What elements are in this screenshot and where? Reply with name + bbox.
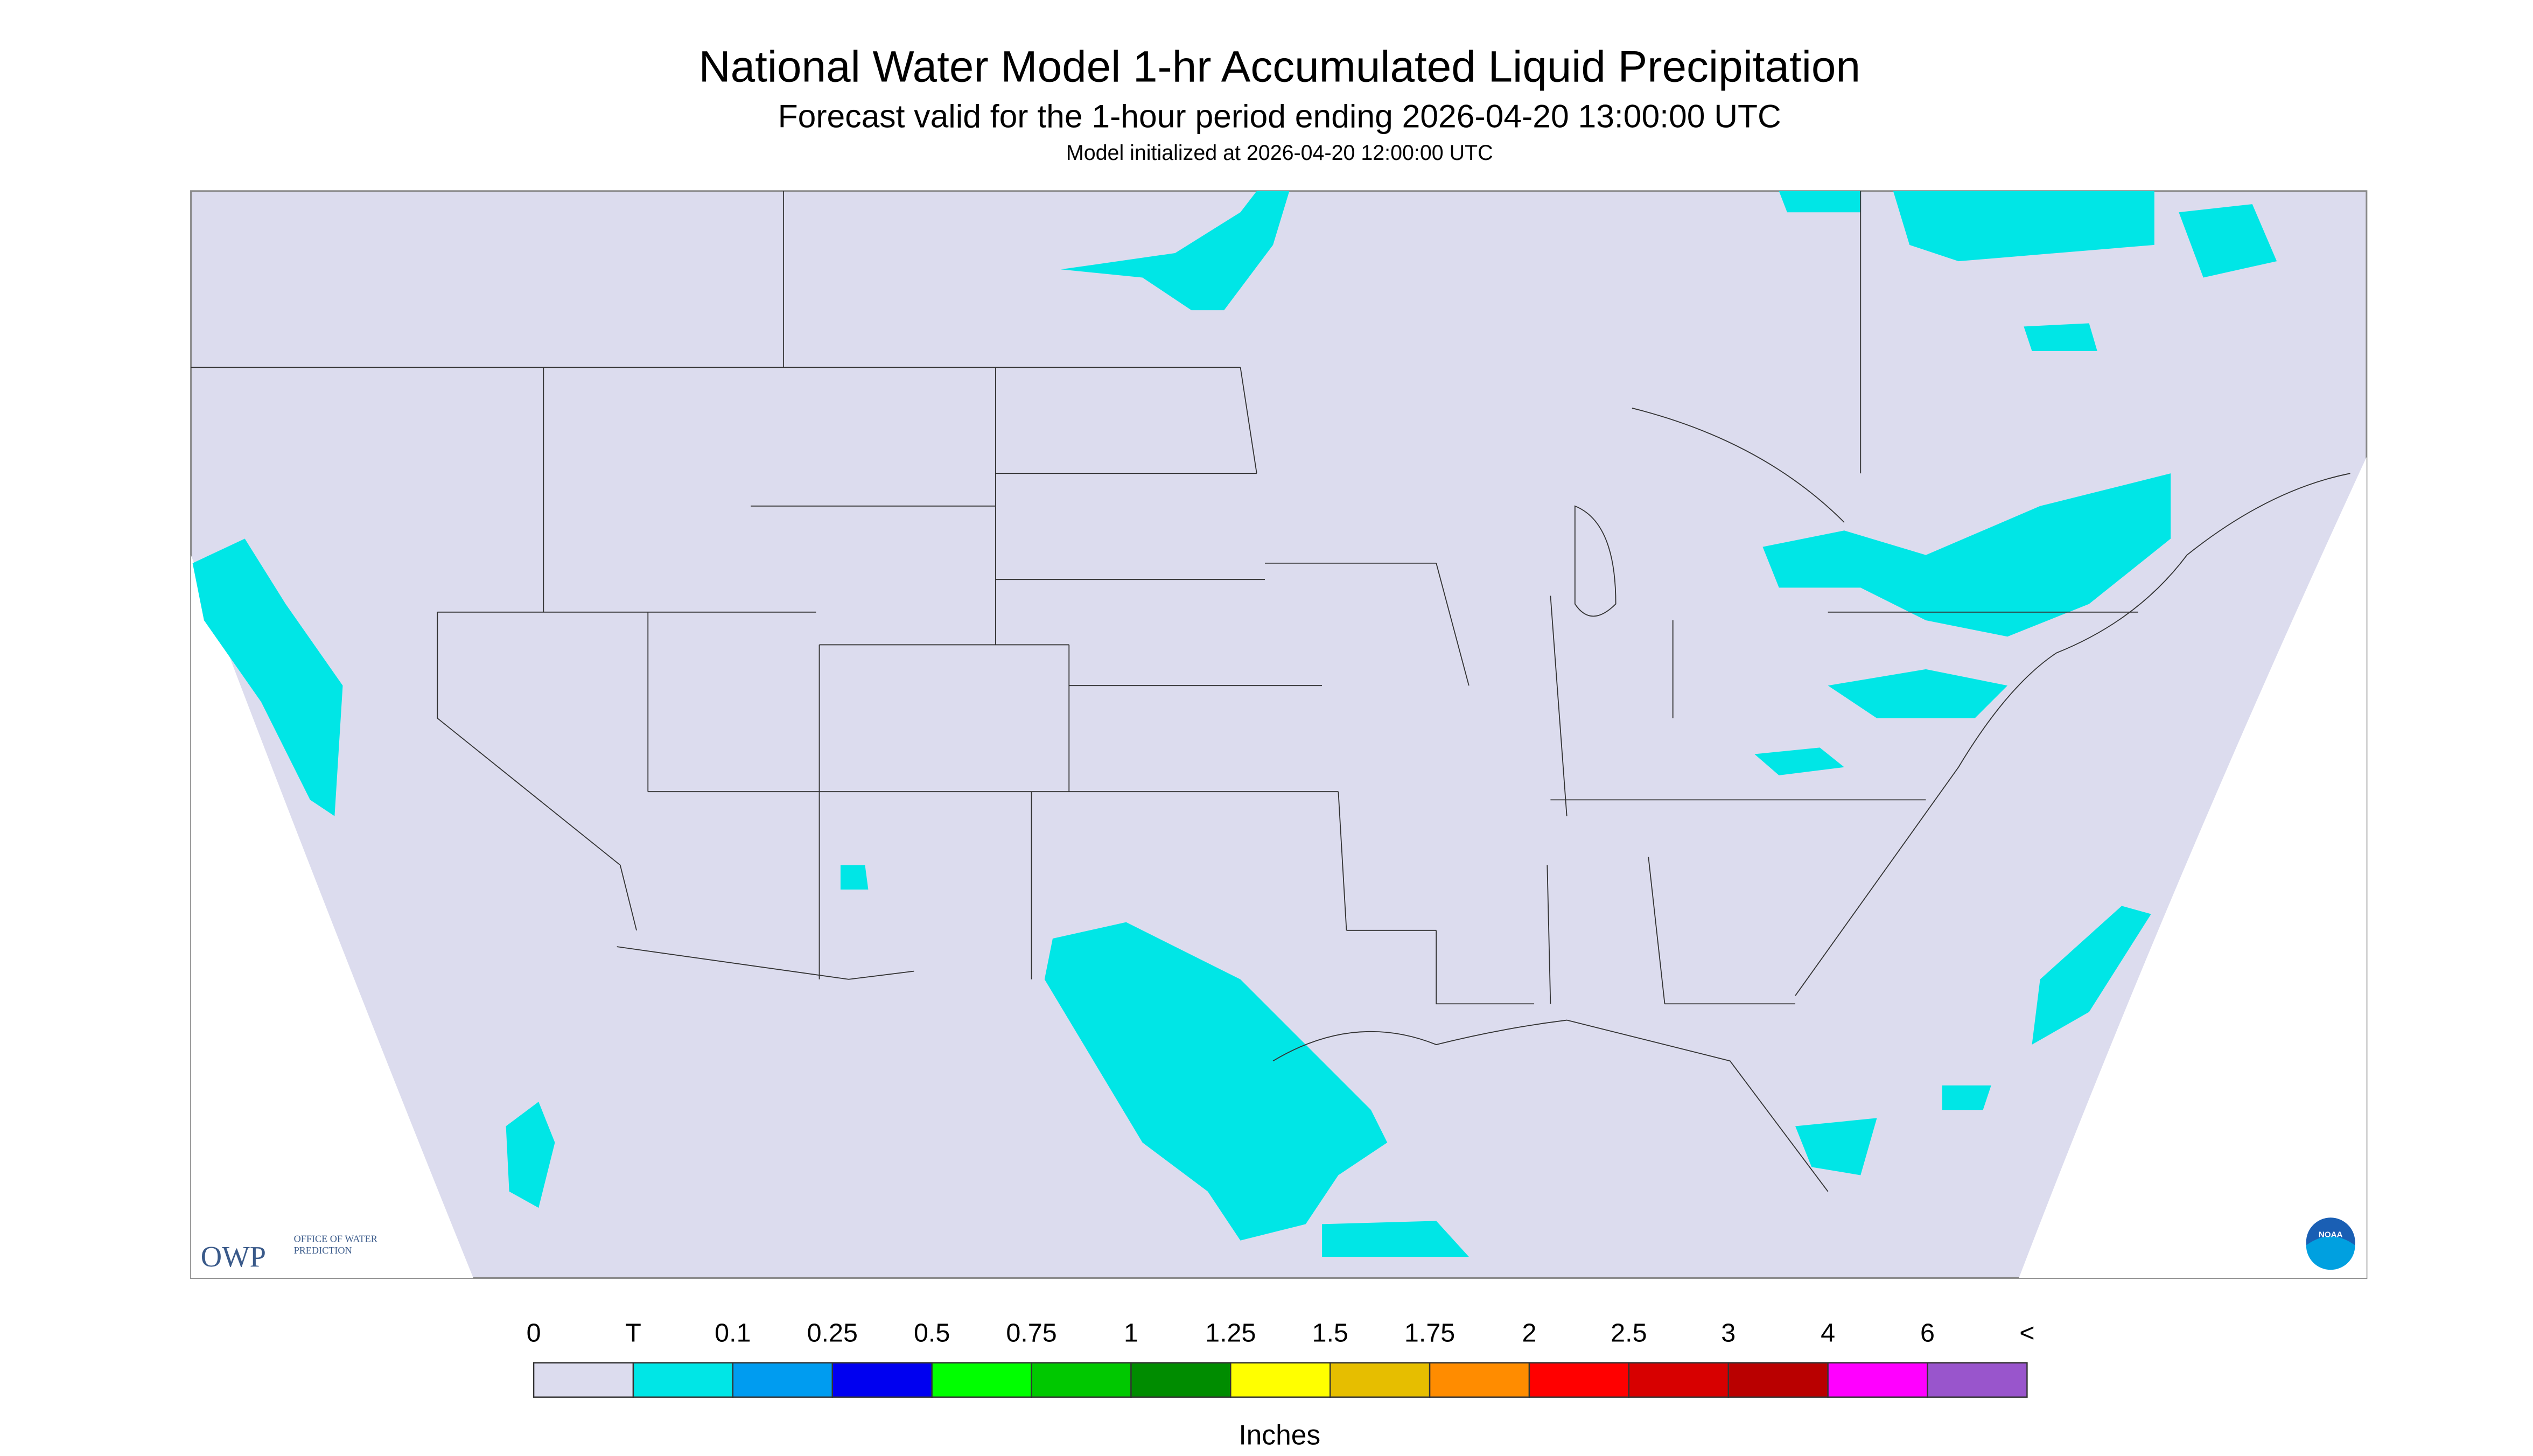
subtitle: Forecast valid for the 1-hour period end… <box>778 98 1781 135</box>
legend: 0 T 0.1 0.25 0.5 0.75 1 1.25 1.5 1.75 2 2.5 3 4 6 < <box>527 1319 2035 1398</box>
outside-right <box>2019 457 2367 1278</box>
legend-label: 0.25 <box>807 1319 858 1348</box>
legend-swatch <box>931 1362 1032 1398</box>
legend-label: 2.5 <box>1611 1319 1647 1348</box>
owp-text-box: OFFICE OF WATER PREDICTION <box>293 1235 377 1256</box>
legend-swatch <box>1628 1362 1729 1398</box>
noaa-mark: NOAA <box>2319 1230 2343 1240</box>
title: National Water Model 1-hr Accumulated Li… <box>699 43 1860 92</box>
owp-logo: OWP OFFICE OF WATER PREDICTION <box>201 1235 377 1273</box>
legend-swatch <box>1429 1362 1530 1398</box>
legend-swatch <box>1528 1362 1630 1398</box>
boundaries <box>191 191 2350 1192</box>
rain-areas <box>192 191 2277 1257</box>
legend-label: 4 <box>1821 1319 1835 1348</box>
legend-swatch <box>632 1362 734 1398</box>
legend-label: 1 <box>1124 1319 1138 1348</box>
legend-label: 1.5 <box>1312 1319 1348 1348</box>
legend-label: 0 <box>527 1319 541 1348</box>
legend-label: 0.1 <box>715 1319 751 1348</box>
legend-swatch <box>1031 1362 1132 1398</box>
legend-label: 6 <box>1920 1319 1935 1348</box>
legend-swatch <box>533 1362 634 1398</box>
init-note: Model initialized at 2026-04-20 12:00:00… <box>1066 141 1493 165</box>
legend-label: 2 <box>1522 1319 1536 1348</box>
legend-swatch <box>1727 1362 1829 1398</box>
map: OWP OFFICE OF WATER PREDICTION NOAA <box>190 190 2368 1279</box>
noaa-logo: NOAA <box>2306 1217 2355 1270</box>
legend-label: 3 <box>1721 1319 1736 1348</box>
legend-swatch <box>1927 1362 2028 1398</box>
legend-swatch <box>1329 1362 1431 1398</box>
legend-label: 0.5 <box>914 1319 950 1348</box>
legend-swatch <box>732 1362 833 1398</box>
outside-left <box>191 555 473 1278</box>
legend-label: 1.75 <box>1404 1319 1455 1348</box>
legend-label: < <box>2019 1319 2034 1348</box>
legend-label: T <box>625 1319 641 1348</box>
legend-label: 0.75 <box>1006 1319 1056 1348</box>
legend-unit: Inches <box>1238 1419 1320 1451</box>
owp-mark: OWP <box>201 1240 266 1273</box>
legend-swatch <box>1130 1362 1231 1398</box>
legend-swatch <box>1230 1362 1331 1398</box>
legend-label: 1.25 <box>1205 1319 1256 1348</box>
legend-swatch <box>1827 1362 1928 1398</box>
legend-swatch <box>831 1362 933 1398</box>
owp-text: OFFICE OF WATER PREDICTION <box>293 1235 377 1256</box>
